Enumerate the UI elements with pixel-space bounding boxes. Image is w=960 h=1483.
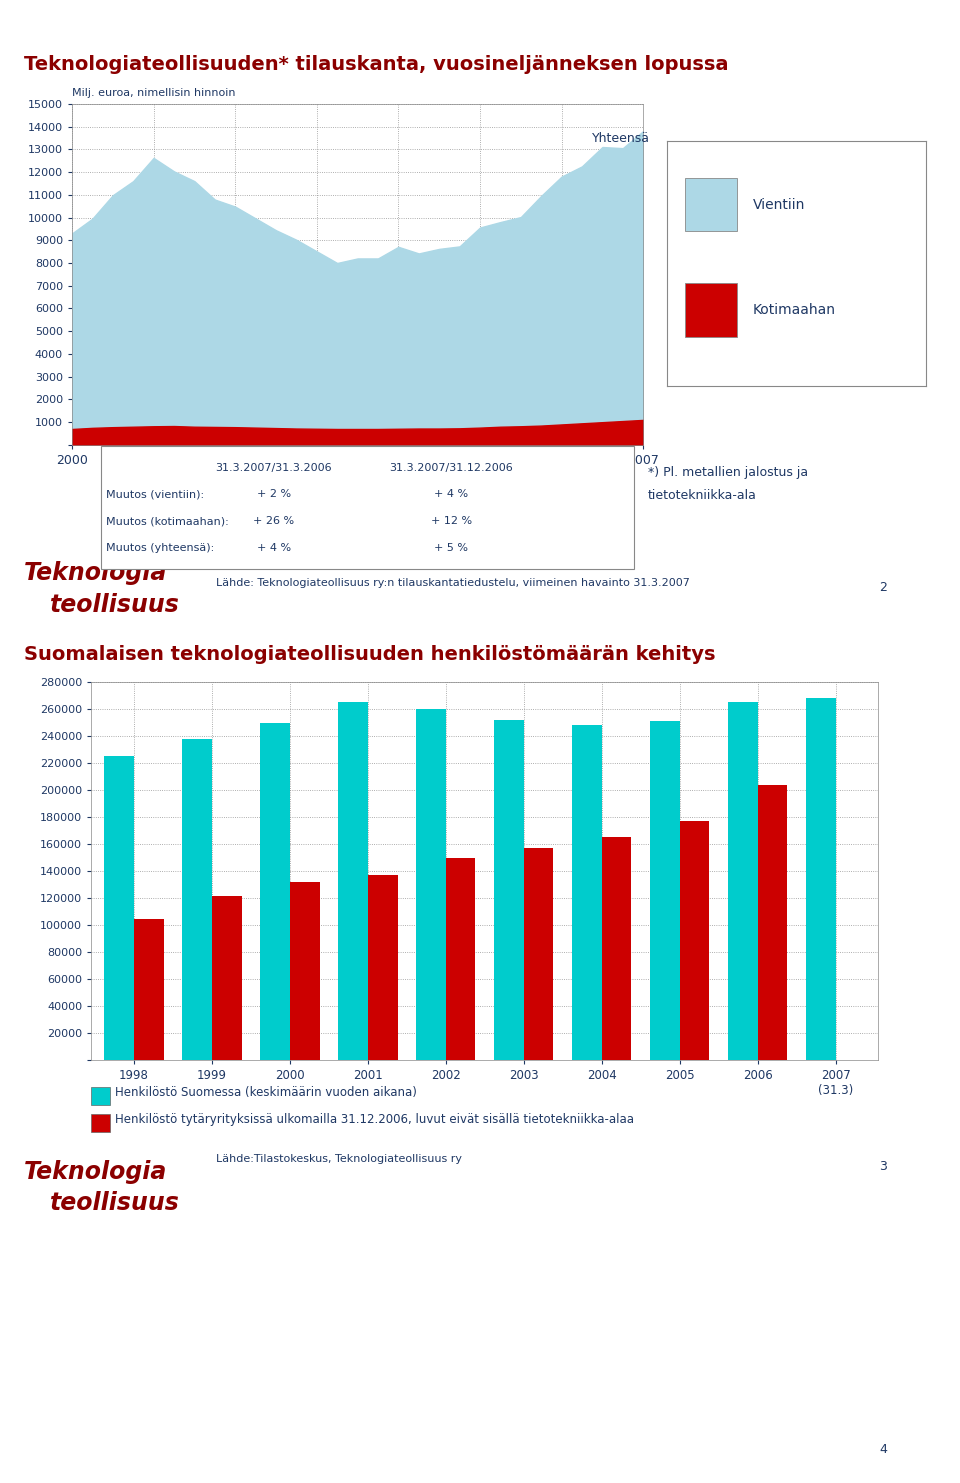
Text: teollisuus: teollisuus bbox=[50, 593, 180, 617]
Text: 31.3.2007/31.3.2006: 31.3.2007/31.3.2006 bbox=[215, 463, 332, 473]
Text: teollisuus: teollisuus bbox=[50, 1191, 180, 1215]
Text: + 12 %: + 12 % bbox=[431, 516, 471, 526]
Bar bbox=[105, 756, 134, 1060]
Text: Yhteensä: Yhteensä bbox=[592, 132, 650, 145]
Bar bbox=[524, 848, 553, 1060]
Bar bbox=[685, 178, 737, 231]
Bar bbox=[368, 875, 397, 1060]
Text: Lähde: Teknologiateollisuus ry:n tilauskantatiedustelu, viimeinen havainto 31.3.: Lähde: Teknologiateollisuus ry:n tilausk… bbox=[216, 578, 690, 589]
Text: + 2 %: + 2 % bbox=[256, 489, 291, 500]
Bar bbox=[182, 739, 212, 1060]
Text: Kotimaahan: Kotimaahan bbox=[753, 303, 836, 317]
Text: 3: 3 bbox=[879, 1160, 887, 1173]
Text: Vientiin: Vientiin bbox=[753, 197, 805, 212]
Text: 31.3.2007/31.12.2006: 31.3.2007/31.12.2006 bbox=[390, 463, 513, 473]
Bar bbox=[685, 283, 737, 337]
Bar bbox=[757, 785, 787, 1060]
Text: Teknologiateollisuuden* tilauskanta, vuosineljänneksen lopussa: Teknologiateollisuuden* tilauskanta, vuo… bbox=[24, 55, 729, 74]
Text: 2: 2 bbox=[879, 581, 887, 595]
Bar bbox=[572, 725, 602, 1060]
Bar bbox=[417, 709, 445, 1060]
Bar bbox=[212, 896, 242, 1060]
Text: Henkilöstö Suomessa (keskimäärin vuoden aikana): Henkilöstö Suomessa (keskimäärin vuoden … bbox=[115, 1087, 417, 1099]
Bar bbox=[602, 838, 632, 1060]
Text: 4: 4 bbox=[879, 1443, 887, 1456]
Bar bbox=[680, 822, 709, 1060]
Text: *) Pl. metallien jalostus ja: *) Pl. metallien jalostus ja bbox=[648, 466, 808, 479]
Bar bbox=[494, 719, 524, 1060]
Text: tietotekniikka-ala: tietotekniikka-ala bbox=[648, 489, 756, 503]
Bar bbox=[445, 857, 475, 1060]
Text: + 4 %: + 4 % bbox=[434, 489, 468, 500]
Bar bbox=[805, 698, 835, 1060]
Text: + 5 %: + 5 % bbox=[434, 543, 468, 553]
Text: + 4 %: + 4 % bbox=[256, 543, 291, 553]
Bar bbox=[260, 722, 290, 1060]
Text: Henkilöstö tytäryrityksissä ulkomailla 31.12.2006, luvut eivät sisällä tietotekn: Henkilöstö tytäryrityksissä ulkomailla 3… bbox=[115, 1114, 635, 1126]
Text: Muutos (vientiin):: Muutos (vientiin): bbox=[106, 489, 204, 500]
Text: Teknologia: Teknologia bbox=[24, 1160, 167, 1183]
Text: Lähde:Tilastokeskus, Teknologiateollisuus ry: Lähde:Tilastokeskus, Teknologiateollisuu… bbox=[216, 1154, 462, 1164]
Bar bbox=[728, 703, 757, 1060]
Text: Muutos (kotimaahan):: Muutos (kotimaahan): bbox=[106, 516, 228, 526]
Text: Milj. euroa, nimellisin hinnoin: Milj. euroa, nimellisin hinnoin bbox=[72, 87, 235, 98]
Text: + 26 %: + 26 % bbox=[253, 516, 294, 526]
Bar bbox=[338, 703, 368, 1060]
Text: Suomalaisen teknologiateollisuuden henkilöstömäärän kehitys: Suomalaisen teknologiateollisuuden henki… bbox=[24, 645, 715, 664]
Text: Muutos (yhteensä):: Muutos (yhteensä): bbox=[106, 543, 214, 553]
Bar bbox=[134, 918, 164, 1060]
Bar bbox=[650, 721, 680, 1060]
Bar bbox=[290, 882, 320, 1060]
Text: Teknologia: Teknologia bbox=[24, 561, 167, 584]
